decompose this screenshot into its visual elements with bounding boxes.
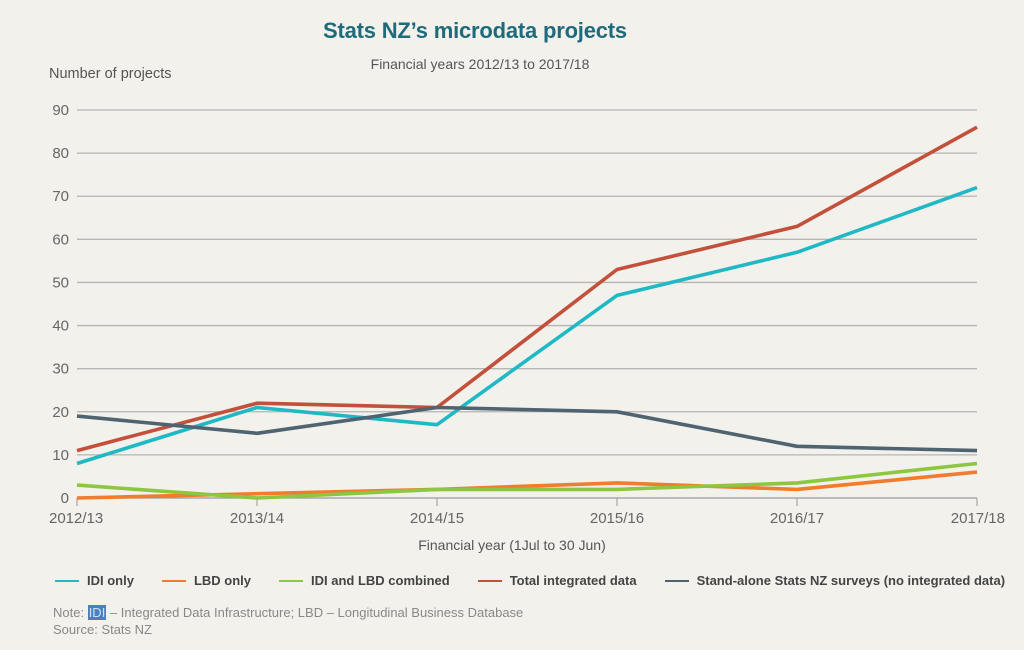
- y-tick-labels: 0 10 20 30 40 50 60 70 80 90: [52, 102, 69, 507]
- legend-label: Total integrated data: [509, 573, 637, 588]
- y-tick-label: 70: [52, 188, 69, 205]
- chart-title: Stats NZ’s microdata projects: [323, 18, 627, 43]
- series-line-idi-only: [76, 185, 978, 466]
- series-lines: [76, 125, 978, 500]
- legend-item: IDI only: [55, 573, 134, 588]
- legend-label: LBD only: [193, 573, 252, 588]
- legend-swatch: [664, 579, 689, 582]
- x-tick-label: 2015/16: [590, 510, 644, 527]
- legend: IDI only LBD only IDI and LBD combined Tota…: [55, 573, 1005, 588]
- y-tick-label: 40: [52, 318, 69, 335]
- note-text: Note: IDI – Integrated Data Infrastructu…: [53, 605, 524, 620]
- x-tick-label: 2014/15: [410, 510, 464, 527]
- x-tick-label: 2013/14: [230, 510, 284, 527]
- series-line-total-integrated-data: [76, 125, 978, 453]
- legend-swatch: [55, 579, 79, 582]
- legend-swatch: [161, 579, 186, 582]
- x-axis-label: Financial year (1Jul to 30 Jun): [418, 537, 606, 553]
- y-tick-label: 10: [52, 447, 69, 464]
- note-highlight: IDI: [87, 605, 107, 620]
- legend-item: Total integrated data: [477, 573, 637, 588]
- legend-item: LBD only: [161, 573, 252, 588]
- legend-label: IDI and LBD combined: [311, 573, 450, 588]
- gridlines: [77, 109, 977, 499]
- series-line-stand-alone-stats-nz-surveys-no-integrated-data: [76, 405, 978, 453]
- legend-item: Stand-alone Stats NZ surveys (no integra…: [664, 573, 1006, 588]
- legend-label: IDI only: [87, 573, 134, 588]
- y-tick-label: 80: [52, 145, 69, 162]
- y-tick-label: 30: [52, 361, 69, 378]
- note: Note: IDI – Integrated Data Infrastructu…: [53, 604, 523, 638]
- legend-item: IDI and LBD combined: [279, 573, 450, 588]
- y-tick-label: 90: [52, 102, 69, 119]
- legend-label: Stand-alone Stats NZ surveys (no integra…: [696, 573, 1006, 588]
- y-tick-label: 20: [52, 404, 69, 421]
- legend-swatch: [279, 579, 304, 582]
- x-tick-label: 2016/17: [770, 510, 824, 527]
- source-text: Source: Stats NZ: [53, 622, 152, 637]
- y-axis-label: Number of projects: [49, 66, 172, 82]
- series-line-idi-and-lbd-combined: [76, 461, 978, 500]
- y-tick-label: 60: [52, 231, 69, 248]
- y-tick-label: 50: [52, 274, 69, 291]
- chart-subtitle: Financial years 2012/13 to 2017/18: [370, 56, 590, 72]
- x-tick-labels: 2012/13 2013/14 2014/15 2015/16 2016/17 2017/…: [49, 498, 1005, 527]
- x-tick-label: 2012/13: [49, 510, 103, 527]
- y-tick-label: 0: [61, 490, 69, 507]
- legend-swatch: [477, 579, 502, 582]
- x-tick-label: 2017/18: [951, 510, 1005, 527]
